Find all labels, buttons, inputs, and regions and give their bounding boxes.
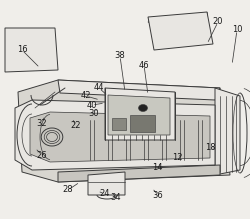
Text: 36: 36 xyxy=(152,191,164,200)
Text: 20: 20 xyxy=(213,18,223,26)
Text: 28: 28 xyxy=(63,185,73,194)
Polygon shape xyxy=(15,100,215,170)
Polygon shape xyxy=(105,88,175,140)
Polygon shape xyxy=(58,80,220,100)
Text: 18: 18 xyxy=(205,143,215,152)
Polygon shape xyxy=(88,172,125,195)
Text: 10: 10 xyxy=(232,25,242,35)
Text: 14: 14 xyxy=(152,162,162,171)
Polygon shape xyxy=(112,118,126,130)
Polygon shape xyxy=(5,28,58,72)
Text: 16: 16 xyxy=(17,46,27,55)
Polygon shape xyxy=(30,112,210,162)
Text: 30: 30 xyxy=(89,108,99,118)
Text: 44: 44 xyxy=(94,83,104,92)
Text: 12: 12 xyxy=(172,154,182,162)
Polygon shape xyxy=(58,165,220,182)
Text: 34: 34 xyxy=(111,194,121,203)
Ellipse shape xyxy=(138,104,147,111)
Polygon shape xyxy=(130,115,155,132)
Text: 32: 32 xyxy=(37,118,47,127)
Text: 42: 42 xyxy=(81,92,91,101)
Text: 46: 46 xyxy=(139,60,149,69)
Text: 26: 26 xyxy=(37,150,47,159)
Polygon shape xyxy=(148,12,213,50)
Polygon shape xyxy=(18,80,230,182)
Polygon shape xyxy=(215,88,240,175)
Text: 38: 38 xyxy=(114,51,126,60)
Text: 40: 40 xyxy=(87,101,97,110)
Text: 24: 24 xyxy=(100,189,110,198)
Polygon shape xyxy=(108,95,170,135)
Text: 22: 22 xyxy=(71,122,81,131)
